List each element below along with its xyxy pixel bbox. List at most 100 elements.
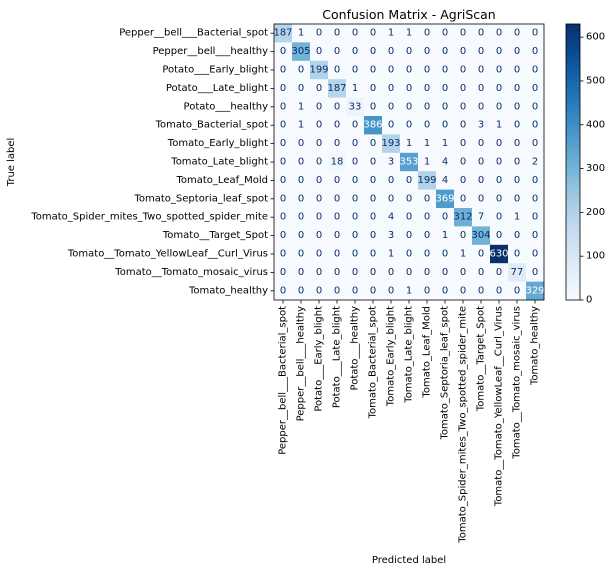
cell-value-label: 0 xyxy=(532,230,538,241)
heatmap-cell xyxy=(292,152,311,172)
cell-value-label: 0 xyxy=(370,46,376,57)
heatmap-cell xyxy=(436,263,455,282)
cell-value-label: 0 xyxy=(298,285,304,296)
heatmap-cell xyxy=(400,24,419,43)
heatmap-cell xyxy=(274,226,293,246)
heatmap-cell xyxy=(346,79,365,98)
heatmap-cell xyxy=(274,60,293,80)
heatmap-cell xyxy=(292,42,311,62)
cell-value-label: 1 xyxy=(388,28,394,39)
cell-value-label: 0 xyxy=(514,28,520,39)
cell-value-label: 0 xyxy=(298,83,304,94)
cell-value-label: 0 xyxy=(316,230,322,241)
heatmap-cell xyxy=(274,79,293,98)
cell-value-label: 187 xyxy=(273,28,292,39)
cell-value-label: 0 xyxy=(514,175,520,186)
cell-value-label: 77 xyxy=(511,267,524,278)
cell-value-label: 0 xyxy=(370,193,376,204)
cell-value-label: 1 xyxy=(514,212,520,223)
cell-value-label: 0 xyxy=(496,46,502,57)
heatmap-cell xyxy=(526,244,545,264)
heatmap-cell xyxy=(508,171,527,190)
cell-value-label: 3 xyxy=(478,120,484,131)
heatmap-cell xyxy=(526,189,545,209)
heatmap-cell xyxy=(490,244,509,264)
heatmap-cell xyxy=(382,97,401,117)
cell-value-label: 0 xyxy=(514,101,520,112)
heatmap-cell xyxy=(310,189,329,209)
cell-value-label: 0 xyxy=(478,193,484,204)
heatmap-cell xyxy=(274,189,293,209)
heatmap-cell xyxy=(364,263,383,282)
cell-value-label: 0 xyxy=(316,28,322,39)
cell-value-label: 0 xyxy=(460,65,466,76)
cell-value-label: 0 xyxy=(370,230,376,241)
cell-value-label: 0 xyxy=(280,120,286,131)
cell-value-label: 0 xyxy=(478,101,484,112)
heatmap-cell xyxy=(364,79,383,98)
cell-value-label: 0 xyxy=(280,101,286,112)
cell-value-label: 312 xyxy=(453,212,472,223)
heatmap-cell xyxy=(328,171,347,190)
x-axis-label: Predicted label xyxy=(372,555,446,566)
cell-value-label: 0 xyxy=(280,249,286,260)
cell-value-label: 199 xyxy=(417,175,436,186)
x-tick-label: Tomato_Leaf_Mold xyxy=(422,306,433,399)
y-tick-label: Tomato__Target_Spot xyxy=(162,230,268,241)
cell-value-label: 0 xyxy=(442,120,448,131)
heatmap-cell xyxy=(472,134,491,154)
heatmap-cell xyxy=(328,208,347,227)
cell-value-label: 0 xyxy=(442,285,448,296)
cell-value-label: 0 xyxy=(478,175,484,186)
heatmap-cell xyxy=(292,171,311,190)
cell-value-label: 304 xyxy=(471,230,490,241)
cell-value-label: 386 xyxy=(363,120,382,131)
x-tick-label: Tomato_Early_blight xyxy=(386,306,397,407)
cell-value-label: 0 xyxy=(388,285,394,296)
cell-value-label: 0 xyxy=(496,267,502,278)
heatmap-cell xyxy=(400,60,419,80)
cell-value-label: 0 xyxy=(334,46,340,57)
cell-value-label: 0 xyxy=(514,65,520,76)
cell-value-label: 0 xyxy=(280,193,286,204)
y-tick-label: Pepper__bell___Bacterial_spot xyxy=(119,28,268,39)
cell-value-label: 0 xyxy=(532,83,538,94)
heatmap-cell xyxy=(490,97,509,117)
cell-value-label: 0 xyxy=(388,46,394,57)
cell-value-label: 0 xyxy=(532,212,538,223)
cell-value-label: 0 xyxy=(334,138,340,149)
heatmap-cell xyxy=(508,134,527,154)
cell-value-label: 33 xyxy=(349,101,362,112)
cell-value-label: 0 xyxy=(370,28,376,39)
heatmap-cell xyxy=(364,208,383,227)
y-tick-label: Tomato_Septoria_leaf_spot xyxy=(133,193,268,204)
cell-value-label: 4 xyxy=(442,175,448,186)
cell-value-label: 0 xyxy=(352,138,358,149)
heatmap-cell xyxy=(400,263,419,282)
heatmap-cell xyxy=(346,97,365,117)
cell-value-label: 0 xyxy=(352,267,358,278)
cell-value-label: 0 xyxy=(406,120,412,131)
heatmap-cell xyxy=(508,263,527,282)
cell-value-label: 0 xyxy=(298,157,304,168)
heatmap-cell xyxy=(526,281,545,301)
heatmap-cell xyxy=(472,226,491,246)
cell-value-label: 0 xyxy=(424,46,430,57)
heatmap-cell xyxy=(508,97,527,117)
heatmap-cell xyxy=(490,208,509,227)
heatmap-cell xyxy=(418,152,437,172)
cell-value-label: 0 xyxy=(352,212,358,223)
heatmap-cell xyxy=(490,281,509,301)
heatmap-cell xyxy=(436,42,455,62)
cell-value-label: 0 xyxy=(334,65,340,76)
y-tick-labels: Pepper__bell___Bacterial_spot Pepper__bel… xyxy=(30,28,274,296)
cell-value-label: 0 xyxy=(496,230,502,241)
heatmap-cell xyxy=(364,189,383,209)
cell-value-label: 0 xyxy=(496,83,502,94)
cell-value-label: 0 xyxy=(280,65,286,76)
heatmap-cell xyxy=(490,226,509,246)
colorbar-ticks: 0 100 200 300 400 500 600 xyxy=(580,32,605,306)
y-tick-label: Tomato_Late_blight xyxy=(170,157,268,168)
y-tick-label: Potato___healthy xyxy=(184,101,269,112)
cell-value-label: 0 xyxy=(514,230,520,241)
